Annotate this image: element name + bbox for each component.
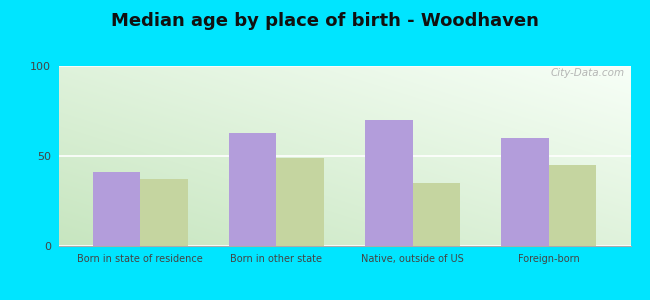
Text: Median age by place of birth - Woodhaven: Median age by place of birth - Woodhaven [111, 12, 539, 30]
Text: City-Data.com: City-Data.com [551, 68, 625, 78]
Bar [92, 172, 140, 246]
Bar [140, 179, 188, 246]
Bar [229, 133, 276, 246]
Bar [549, 165, 597, 246]
Bar [413, 183, 460, 246]
Bar [276, 158, 324, 246]
Bar [365, 120, 413, 246]
Bar [501, 138, 549, 246]
